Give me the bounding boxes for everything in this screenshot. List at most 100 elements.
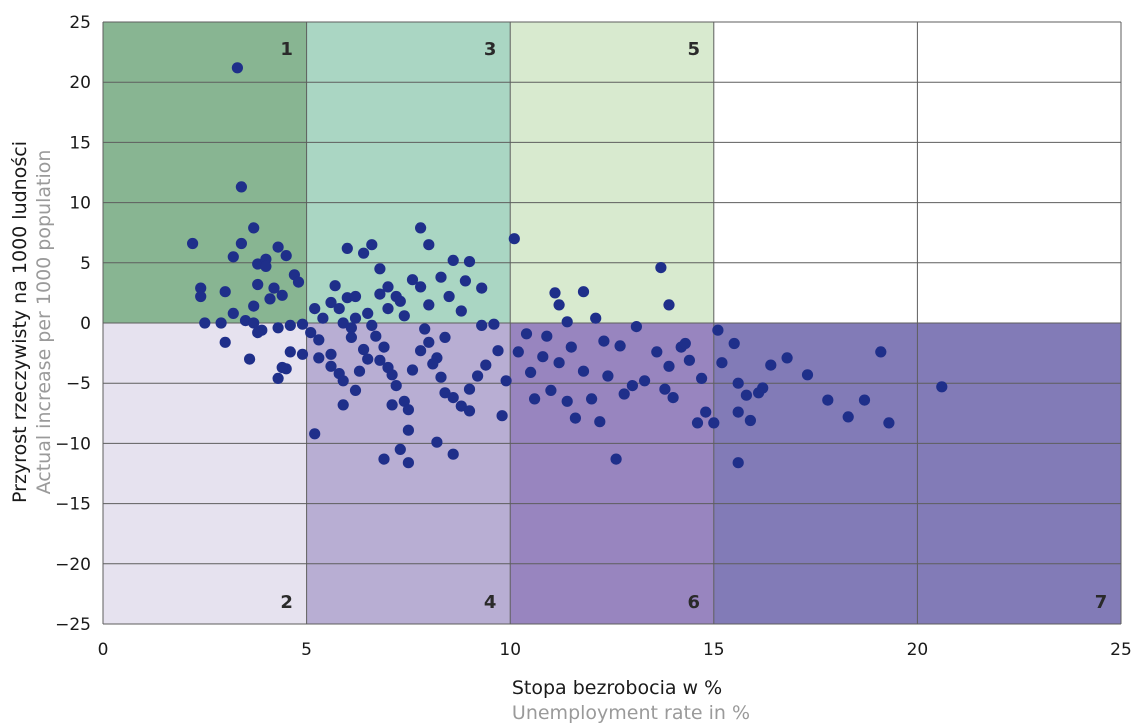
data-point	[415, 281, 427, 293]
y-tick-label: 20	[69, 73, 91, 93]
data-point	[480, 359, 492, 371]
data-point	[529, 393, 541, 405]
data-point	[732, 377, 744, 389]
data-point	[244, 353, 256, 365]
data-point	[728, 337, 740, 350]
data-point	[447, 254, 459, 266]
x-tick-label: 0	[98, 640, 109, 660]
data-point	[744, 414, 757, 427]
data-point	[545, 384, 557, 396]
data-point	[508, 233, 520, 245]
data-point	[248, 300, 260, 312]
data-point	[284, 319, 296, 331]
data-point	[231, 62, 243, 74]
y-tick-label: 15	[69, 133, 91, 153]
data-point	[394, 295, 406, 307]
region-3	[306, 22, 511, 323]
data-point	[386, 399, 398, 411]
data-point	[374, 263, 386, 275]
data-points	[187, 62, 948, 469]
data-point	[655, 262, 667, 274]
data-point	[443, 290, 455, 303]
data-point	[370, 330, 382, 342]
region-labels: 1 3 5 2 4 6 7	[280, 39, 1107, 613]
data-point	[553, 299, 565, 311]
x-tick-label: 10	[499, 640, 521, 660]
data-point	[337, 317, 349, 329]
data-point	[423, 239, 435, 251]
region-label-4: 4	[484, 592, 497, 613]
data-point	[435, 371, 447, 383]
data-point	[700, 406, 712, 418]
data-point	[488, 318, 500, 330]
data-point	[337, 375, 349, 387]
data-point	[219, 286, 231, 298]
data-point	[549, 287, 561, 299]
data-point	[248, 222, 260, 234]
data-point	[435, 271, 447, 283]
data-point	[309, 303, 321, 315]
data-point	[463, 256, 476, 268]
data-point	[663, 360, 675, 372]
region-label-6: 6	[688, 592, 701, 613]
data-point	[740, 389, 753, 401]
data-point	[276, 289, 288, 301]
data-point	[875, 346, 887, 358]
data-point	[325, 296, 337, 309]
data-point	[447, 392, 459, 404]
y-tick-label: −25	[55, 615, 91, 635]
data-point	[732, 457, 744, 469]
data-point	[683, 354, 696, 366]
data-point	[663, 299, 675, 311]
data-point	[732, 406, 744, 418]
data-point	[492, 345, 504, 357]
data-point	[317, 312, 329, 324]
data-point	[801, 369, 814, 381]
data-point	[512, 346, 524, 358]
region-label-7: 7	[1095, 592, 1108, 613]
y-tick-label: −15	[55, 495, 91, 515]
data-point	[614, 340, 626, 352]
data-point	[195, 282, 207, 294]
data-point	[496, 410, 508, 422]
data-point	[341, 242, 353, 254]
data-point	[842, 411, 854, 423]
region-label-2: 2	[280, 592, 293, 613]
data-point	[390, 380, 402, 392]
data-point	[667, 392, 679, 404]
quadrant-regions	[103, 22, 1121, 624]
data-point	[374, 354, 386, 366]
data-point	[227, 251, 239, 263]
data-point	[419, 323, 431, 335]
data-point	[569, 412, 582, 424]
y-tick-label: −10	[55, 434, 91, 454]
data-point	[594, 416, 606, 428]
x-axis-title: Stopa bezrobocia w %	[512, 677, 722, 699]
data-point	[366, 319, 378, 331]
data-point	[382, 281, 394, 293]
data-point	[296, 348, 309, 360]
data-point	[260, 260, 272, 272]
data-point	[696, 372, 708, 384]
data-point	[431, 436, 443, 448]
data-point	[586, 393, 598, 405]
data-point	[333, 303, 345, 315]
data-point	[235, 237, 247, 250]
data-point	[858, 394, 871, 406]
region-2	[103, 323, 307, 624]
data-point	[553, 357, 565, 369]
data-point	[423, 336, 435, 348]
data-point	[630, 321, 643, 333]
data-point	[248, 317, 260, 329]
data-point	[366, 239, 378, 251]
data-point	[525, 366, 537, 378]
data-point	[439, 387, 451, 399]
data-point	[520, 328, 533, 340]
y-tick-label: −5	[66, 374, 91, 394]
x-axis-ticks: 0 5 10 15 20 25	[98, 640, 1132, 660]
data-point	[272, 372, 284, 384]
data-point	[345, 322, 357, 334]
data-point	[215, 317, 227, 329]
data-point	[463, 405, 476, 417]
